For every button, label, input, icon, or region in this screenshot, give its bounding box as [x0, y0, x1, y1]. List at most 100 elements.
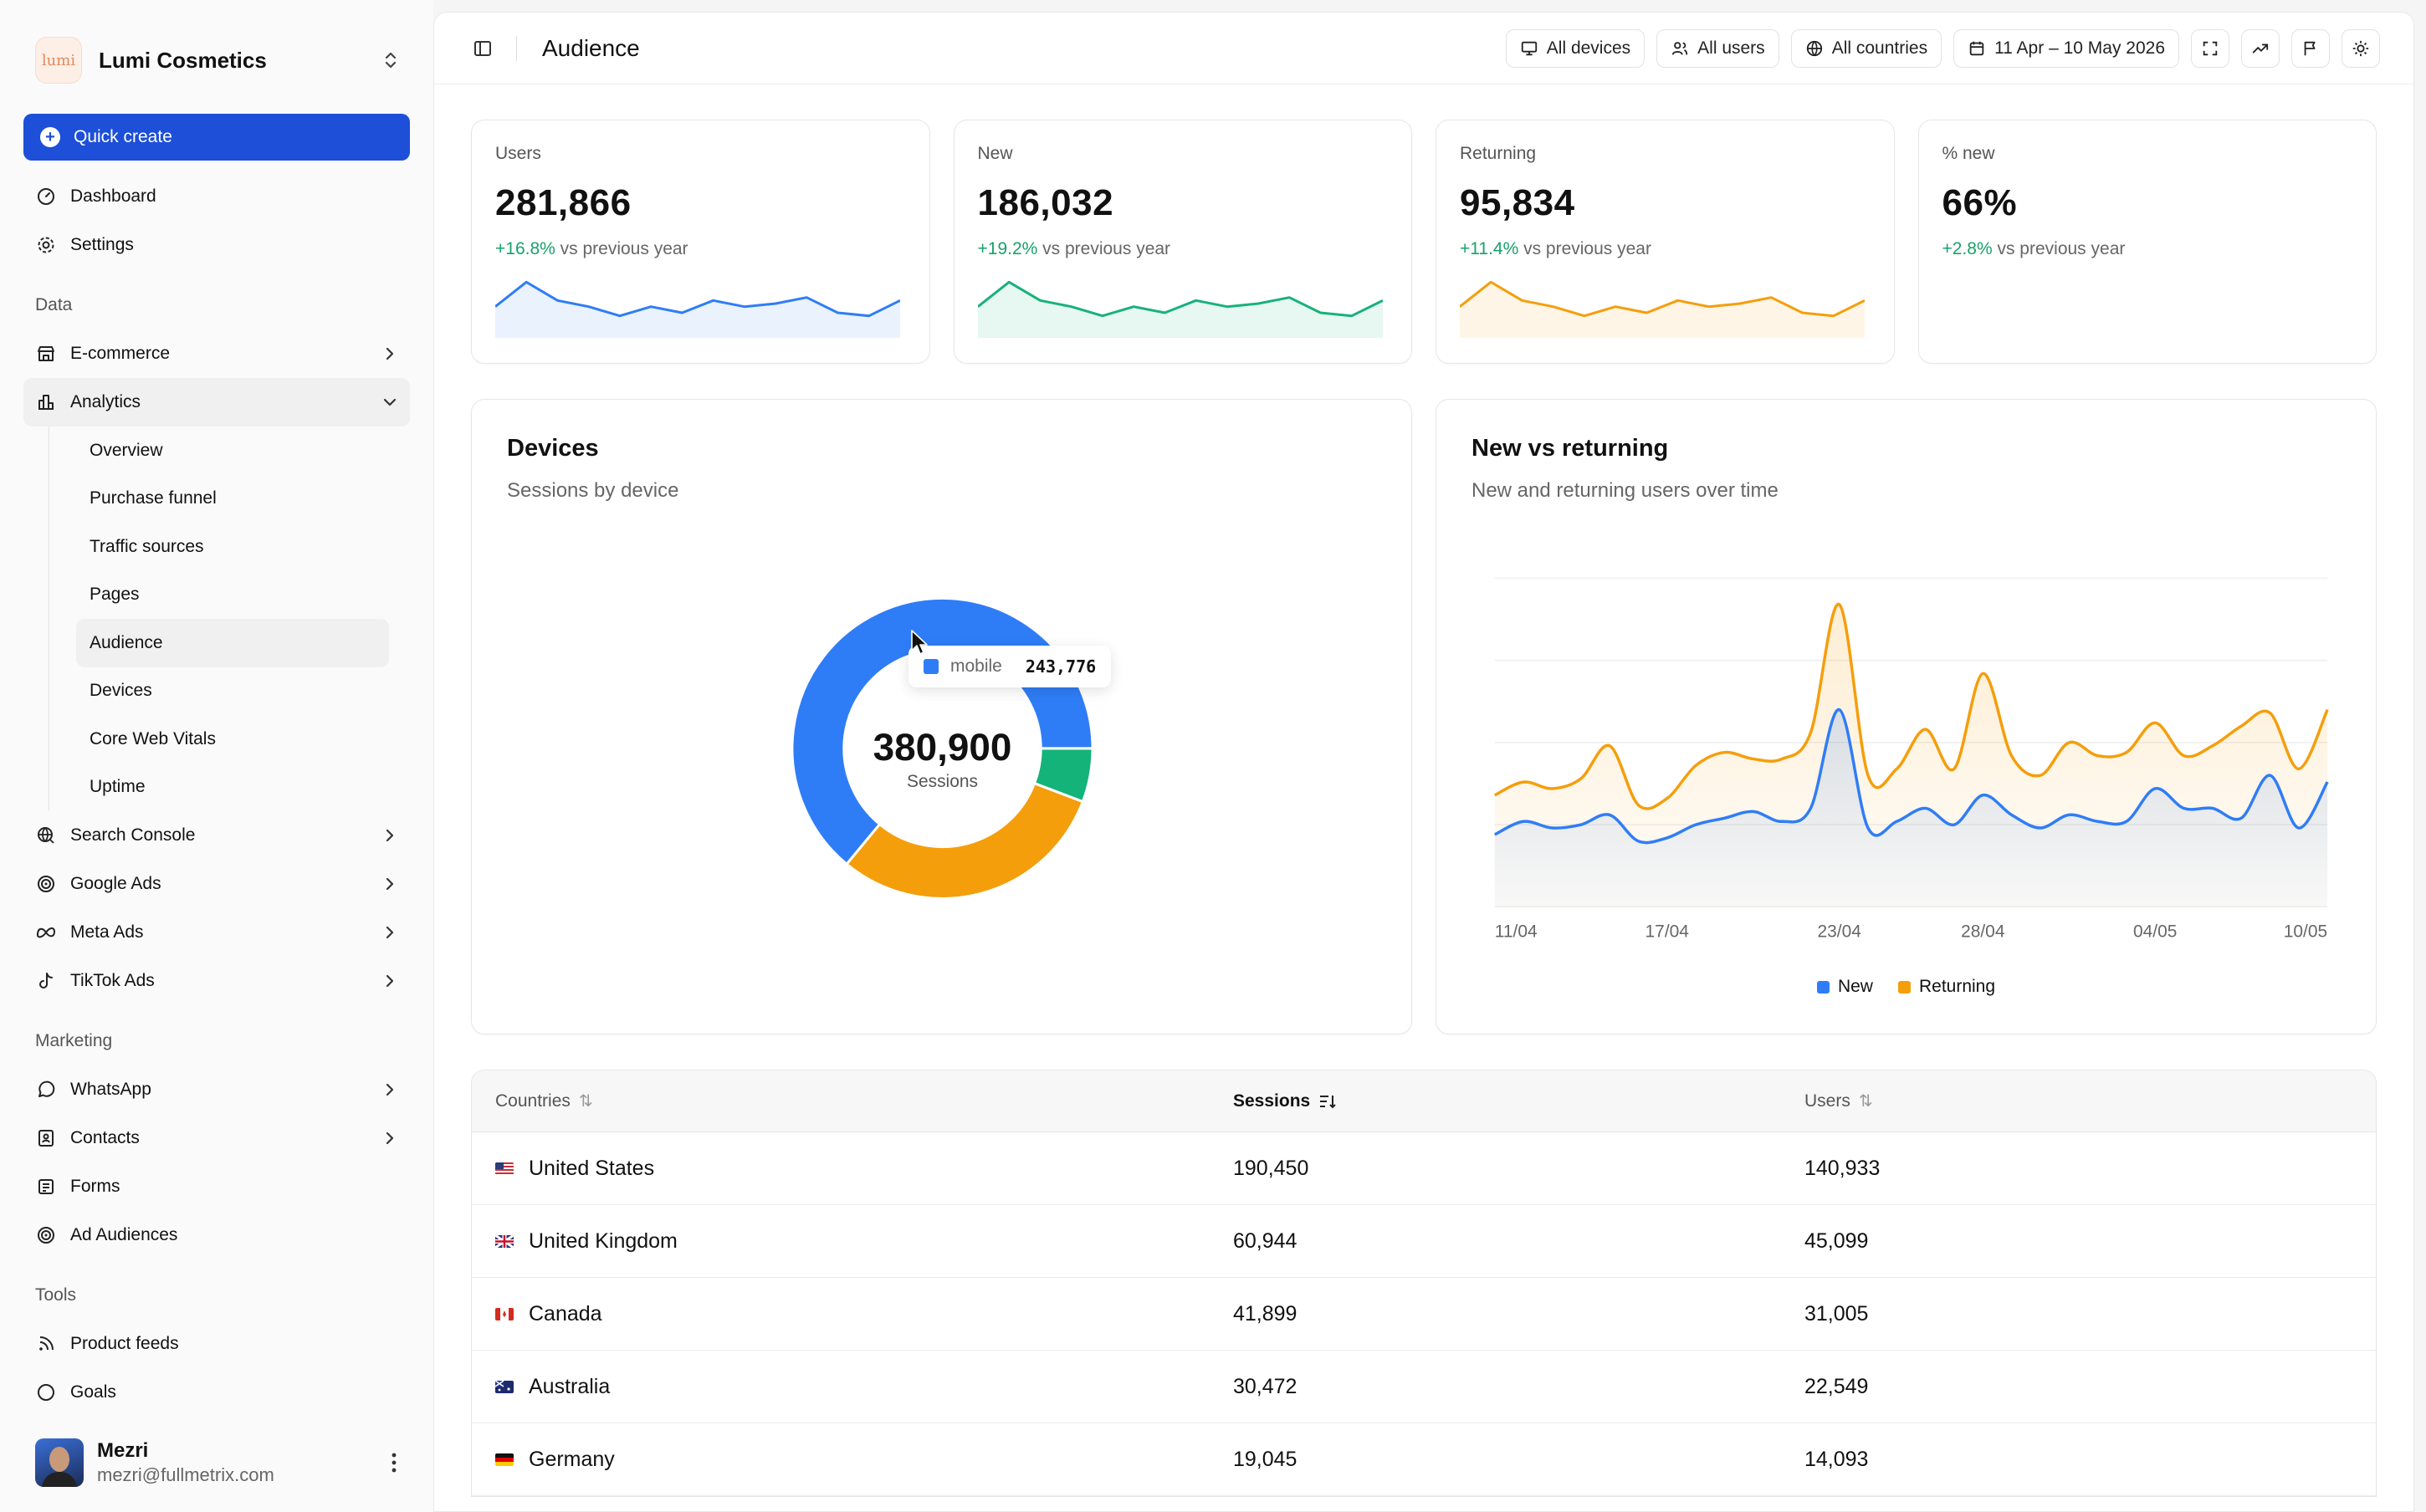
sidebar-subitem-overview[interactable]: Overview — [90, 440, 163, 460]
kpi-delta: +19.2% vs previous year — [978, 239, 1389, 259]
workspace-switcher[interactable]: lumi Lumi Cosmetics — [23, 0, 410, 120]
sidebar-item-whatsapp[interactable]: WhatsApp — [23, 1065, 410, 1114]
kpi-card: Returning 95,834 +11.4% vs previous year — [1436, 120, 1895, 364]
legend-item-returning[interactable]: Returning — [1897, 977, 1995, 997]
x-tick-label: 28/04 — [1961, 922, 2005, 941]
topbar: Audience All devices All users All count… — [434, 13, 2413, 84]
sparkline-line — [977, 280, 1383, 318]
column-header-countries[interactable]: Countries ⇅ — [472, 1091, 1233, 1111]
fullscreen-button[interactable] — [2191, 28, 2229, 68]
device-filter[interactable]: All devices — [1505, 28, 1645, 68]
annotations-button[interactable] — [2291, 28, 2330, 68]
sidebar-subitem-core-web-vitals[interactable]: Core Web Vitals — [90, 728, 216, 748]
flag-ca-icon — [495, 1307, 514, 1320]
table-row[interactable]: United Kingdom 60,944 45,099 — [472, 1205, 2376, 1278]
sidebar-item-settings[interactable]: Settings — [23, 221, 410, 269]
sidebar-subitem-pages[interactable]: Pages — [90, 585, 140, 605]
series-line-returning[interactable] — [1494, 603, 2329, 810]
country-cell: Canada — [472, 1302, 1233, 1326]
sidebar-item-tiktok-ads[interactable]: TikTok Ads — [23, 957, 410, 1005]
country-cell: United Kingdom — [472, 1229, 1233, 1254]
quick-create-label: Quick create — [74, 127, 172, 146]
sidebar-item-meta-ads[interactable]: Meta Ads — [23, 908, 410, 957]
goal-icon — [35, 1382, 57, 1403]
sidebar-item-google-ads[interactable]: Google Ads — [23, 860, 410, 908]
sparkline-area — [495, 282, 900, 338]
kpi-delta: +2.8% vs previous year — [1942, 239, 2353, 259]
countries-table: Countries ⇅ Sessions Users ⇅ United States… — [471, 1070, 2377, 1497]
sidebar-item-contacts[interactable]: Contacts — [23, 1114, 410, 1162]
sidebar-item-ecommerce[interactable]: E-commerce — [23, 329, 410, 378]
sidebar-item-label: Dashboard — [70, 186, 156, 206]
table-row[interactable]: Germany 19,045 14,093 — [472, 1423, 2376, 1496]
sidebar-subitem-uptime[interactable]: Uptime — [90, 777, 146, 797]
column-header-users[interactable]: Users ⇅ — [1804, 1091, 2376, 1111]
sidebar-item-goals[interactable]: Goals — [23, 1368, 410, 1417]
legend-item-new[interactable]: New — [1816, 977, 1873, 997]
table-row[interactable]: Canada 41,899 31,005 — [472, 1278, 2376, 1351]
sidebar-item-search-console[interactable]: Search Console — [23, 811, 410, 860]
sidebar-item-product-feeds[interactable]: Product feeds — [23, 1320, 410, 1368]
sidebar-subitem-purchase-funnel[interactable]: Purchase funnel — [90, 488, 217, 508]
sidebar-item-label: E-commerce — [70, 344, 171, 363]
kpi-card: Users 281,866 +16.8% vs previous year — [471, 120, 930, 364]
sidebar-subitem-audience[interactable]: Audience — [76, 619, 389, 667]
users-cell: 22,549 — [1804, 1374, 1869, 1398]
column-header-sessions[interactable]: Sessions — [1233, 1091, 1804, 1111]
gauge-icon — [35, 186, 57, 207]
devices-card: Devices Sessions by device 380,900 Sessio… — [471, 399, 1412, 1034]
sidebar-toggle-icon[interactable] — [473, 38, 493, 59]
user-filter[interactable]: All users — [1656, 28, 1779, 68]
kpi-label: Returning — [1460, 144, 1537, 163]
chevron-right-icon — [386, 1131, 394, 1145]
sidebar-item-label: WhatsApp — [70, 1080, 151, 1099]
donut-total-value: 380,900 — [873, 725, 1012, 769]
store-icon — [35, 343, 57, 365]
series-line-new[interactable] — [1494, 707, 2329, 845]
meta-icon — [35, 922, 57, 943]
donut-slice-segment-2[interactable] — [844, 781, 1085, 900]
quick-create-button[interactable]: + Quick create — [23, 114, 410, 161]
chevron-up-down-icon — [385, 52, 397, 69]
country-cell: United States — [472, 1157, 1233, 1181]
sidebar-item-forms[interactable]: Forms — [23, 1162, 410, 1211]
sparkline-area — [1460, 282, 1865, 338]
flag-au-icon — [495, 1380, 514, 1393]
kpi-sparkline — [977, 280, 1383, 338]
trend-button[interactable] — [2241, 28, 2280, 68]
sort-icon: ⇅ — [1858, 1092, 1873, 1111]
sidebar-item-dashboard[interactable]: Dashboard — [23, 172, 410, 221]
sidebar-item-ad-audiences[interactable]: Ad Audiences — [23, 1211, 410, 1259]
users-cell: 140,933 — [1804, 1156, 1881, 1180]
tiktok-icon — [35, 970, 57, 992]
x-tick-label: 11/04 — [1495, 922, 1538, 941]
kpi-value: 95,834 — [1460, 182, 1575, 223]
more-vertical-icon[interactable] — [390, 1452, 398, 1474]
content: Users 281,866 +16.8% vs previous year New 18… — [434, 84, 2413, 1497]
sidebar-subitem-traffic-sources[interactable]: Traffic sources — [90, 536, 204, 556]
kpi-label: Users — [495, 144, 541, 163]
nvr-title: New vs returning — [1471, 435, 1669, 462]
brand-logo: lumi — [35, 37, 82, 84]
sidebar-item-analytics[interactable]: Analytics — [23, 378, 410, 427]
user-info: Mezri mezri@fullmetrix.com — [97, 1439, 390, 1486]
table-row[interactable]: United States 190,450 140,933 — [472, 1132, 2376, 1205]
date-range-picker[interactable]: 11 Apr – 10 May 2026 — [1953, 28, 2179, 68]
calendar-icon — [1969, 41, 1984, 55]
kpi-delta: +16.8% vs previous year — [495, 239, 906, 259]
kpi-delta-value: +11.4% — [1460, 239, 1519, 258]
x-tick-label: 23/04 — [1817, 922, 1861, 941]
column-label: Users — [1804, 1091, 1850, 1111]
brand-name: Lumi Cosmetics — [99, 47, 267, 73]
kpi-label: New — [977, 144, 1013, 163]
sidebar-item-label: Search Console — [70, 825, 196, 845]
country-name: Australia — [529, 1374, 611, 1398]
theme-toggle-button[interactable] — [2342, 28, 2380, 68]
user-profile[interactable]: Mezri mezri@fullmetrix.com — [0, 1413, 433, 1512]
country-filter[interactable]: All countries — [1790, 28, 1942, 68]
sessions-cell: 19,045 — [1233, 1447, 1297, 1471]
table-row[interactable]: Australia 30,472 22,549 — [472, 1351, 2376, 1423]
sidebar-subitem-devices[interactable]: Devices — [90, 681, 152, 701]
chevron-down-icon — [383, 398, 397, 406]
sidebar-item-label: Google Ads — [70, 874, 161, 893]
